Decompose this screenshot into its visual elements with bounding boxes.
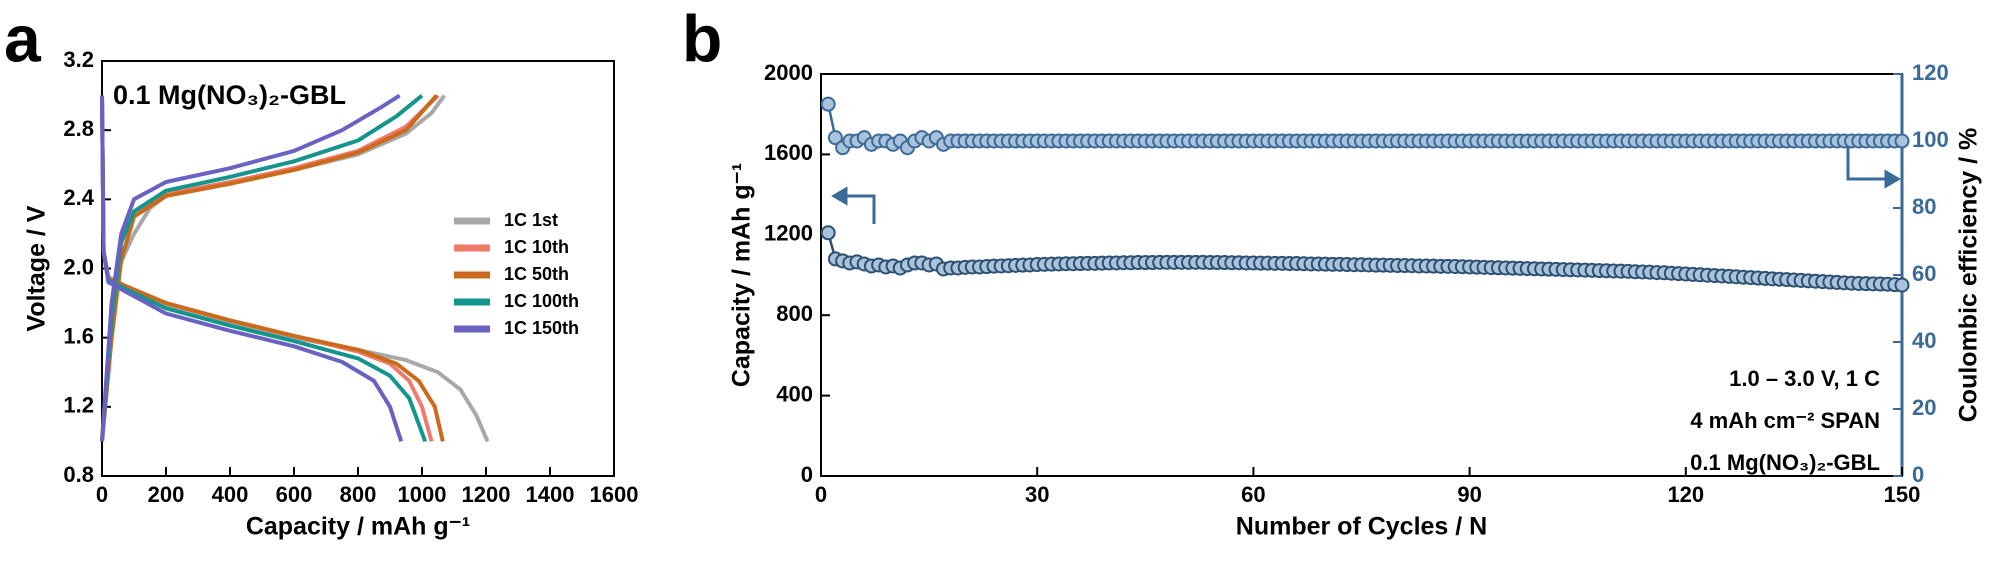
annotation: 1.0 – 3.0 V, 1 C <box>1729 366 1880 391</box>
x-tick-label: 1400 <box>526 482 575 507</box>
x-tick-label: 1600 <box>590 482 639 507</box>
legend-label: 1C 50th <box>504 264 569 284</box>
annotation: 0.1 Mg(NO₃)₂-GBL <box>1690 450 1880 475</box>
y2-tick-label: 40 <box>1912 328 1936 353</box>
x-tick-label: 0 <box>96 482 108 507</box>
y-tick-label: 800 <box>776 301 813 326</box>
y-tick-label: 1.2 <box>63 393 94 418</box>
legend-label: 1C 1st <box>504 210 558 230</box>
series-line <box>100 93 404 443</box>
x-tick-label: 60 <box>1241 482 1265 507</box>
x-axis-title: Number of Cycles / N <box>1236 513 1487 541</box>
y-tick-label: 2.8 <box>63 116 94 141</box>
y-tick-label: 2000 <box>764 60 813 85</box>
y2-tick-label: 20 <box>1912 395 1936 420</box>
arrow-right <box>1846 147 1888 181</box>
x-tick-label: 1200 <box>462 482 511 507</box>
arrow-head <box>831 186 848 206</box>
panel-label: a <box>4 1 42 75</box>
y-axis-title: Voltage / V <box>23 205 51 331</box>
y-axis-title: Capacity / mAh g⁻¹ <box>728 163 756 387</box>
annotation: 4 mAh cm⁻² SPAN <box>1690 408 1880 433</box>
y-tick-label: 0.8 <box>63 462 94 487</box>
x-tick-label: 800 <box>340 482 377 507</box>
x-tick-label: 150 <box>1884 482 1921 507</box>
data-point <box>820 96 836 112</box>
data-point <box>820 225 836 241</box>
legend-label: 1C 10th <box>504 237 569 257</box>
x-tick-label: 90 <box>1457 482 1481 507</box>
y2-tick-label: 80 <box>1912 194 1936 219</box>
x-tick-label: 200 <box>148 482 185 507</box>
legend-label: 1C 150th <box>504 318 579 338</box>
series-line <box>100 94 440 442</box>
y2-tick-label: 100 <box>1912 127 1949 152</box>
arrows <box>831 147 1901 224</box>
x-axis-title: Capacity / mAh g⁻¹ <box>246 513 470 541</box>
y-tick-label: 400 <box>776 381 813 406</box>
arrow-head <box>1884 169 1901 189</box>
y-tick-label: 1.6 <box>63 323 94 348</box>
chart-title: 0.1 Mg(NO₃)₂-GBL <box>113 80 346 110</box>
series-line <box>100 94 445 442</box>
y2-tick-label: 0 <box>1912 462 1924 487</box>
y2-tick-label: 60 <box>1912 261 1936 286</box>
y-tick-label: 2.0 <box>63 254 94 279</box>
data-point <box>1894 277 1910 293</box>
y-tick-label: 1200 <box>764 221 813 246</box>
y-tick-label: 1600 <box>764 140 813 165</box>
x-tick-label: 400 <box>212 482 249 507</box>
series-line <box>100 94 490 443</box>
x-tick-label: 600 <box>276 482 313 507</box>
x-tick-label: 0 <box>815 482 827 507</box>
x-tick-label: 120 <box>1667 482 1704 507</box>
y-tick-label: 2.4 <box>63 185 94 210</box>
y2-axis-title: Coulombic efficiency / % <box>1955 128 1983 423</box>
arrow-left <box>842 194 876 224</box>
data-point <box>827 130 843 146</box>
x-tick-label: 30 <box>1025 482 1049 507</box>
y-tick-label: 3.2 <box>63 47 94 72</box>
x-tick-label: 1000 <box>398 482 447 507</box>
y-tick-label: 0 <box>801 462 813 487</box>
data-point <box>1894 133 1910 149</box>
legend-label: 1C 100th <box>504 291 579 311</box>
panel-label: b <box>682 1 722 75</box>
y2-tick-label: 120 <box>1912 60 1949 85</box>
